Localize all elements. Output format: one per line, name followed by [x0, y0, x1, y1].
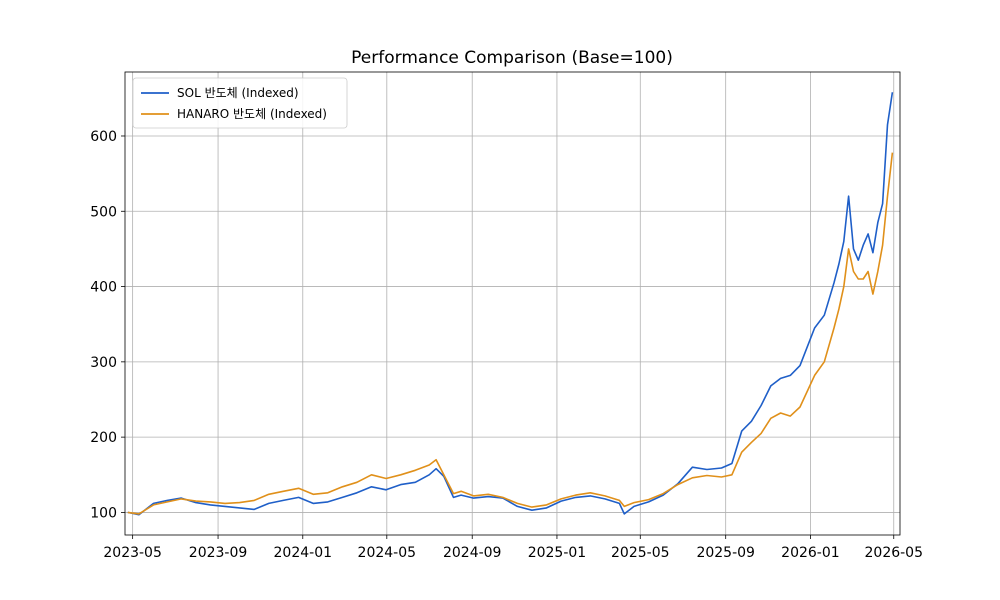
series-line-1	[127, 92, 894, 516]
y-tick-label: 100	[90, 505, 117, 521]
y-axis: 100 200 300 400 500 600	[90, 129, 125, 521]
chart-title: Performance Comparison (Base=100)	[351, 48, 673, 68]
y-tick-label: 300	[90, 355, 117, 371]
y-tick-label: 400	[90, 280, 117, 296]
x-tick-label: 2025-01	[528, 545, 587, 561]
x-axis: 2023-05 2023-09 2024-01 2024-05 2024-09 2025-…	[103, 535, 923, 561]
x-tick-label: 2024-01	[274, 545, 333, 561]
x-tick-label: 2024-09	[443, 545, 502, 561]
legend: SOL 반도체 (Indexed) HANARO 반도체 (Indexed)	[132, 77, 348, 129]
series-layer	[127, 92, 894, 516]
x-tick-label: 2024-05	[358, 545, 417, 561]
x-tick-label: 2023-09	[189, 545, 248, 561]
y-tick-label: 200	[90, 430, 117, 446]
x-tick-label: 2026-01	[781, 545, 840, 561]
y-tick-label: 600	[90, 129, 117, 145]
series-line-2	[127, 152, 894, 515]
x-tick-label: 2023-05	[103, 545, 162, 561]
x-tick-label: 2026-05	[865, 545, 924, 561]
x-tick-label: 2025-09	[696, 545, 755, 561]
y-tick-label: 500	[90, 204, 117, 220]
legend-box	[132, 77, 348, 129]
legend-label-1: SOL 반도체 (Indexed)	[177, 86, 299, 100]
x-tick-label: 2025-05	[611, 545, 670, 561]
grid-layer	[125, 72, 900, 535]
legend-label-2: HANARO 반도체 (Indexed)	[177, 107, 327, 121]
plot-frame	[124, 71, 901, 536]
